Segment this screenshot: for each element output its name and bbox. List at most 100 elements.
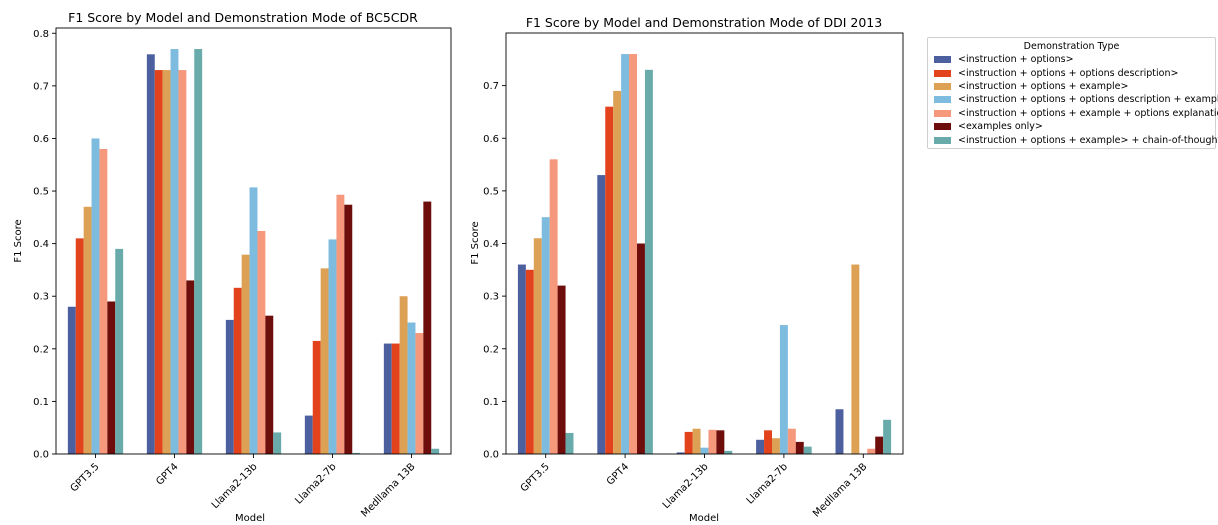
bar [83, 206, 92, 454]
y-tick-label: 0.6 [483, 134, 499, 145]
bar [304, 415, 313, 454]
y-tick-label: 0.3 [483, 292, 499, 303]
bar [328, 239, 337, 454]
y-axis-label: F1 Score [13, 219, 24, 262]
legend-label: <examples only> [958, 121, 1043, 133]
bar [676, 452, 685, 454]
bar [225, 319, 234, 454]
bar [613, 90, 622, 454]
bar [756, 439, 765, 454]
bar [605, 106, 614, 455]
bar [764, 430, 772, 454]
legend-entries: <instruction + options> <instruction + op… [928, 53, 1218, 147]
bar [399, 296, 408, 454]
x-tick-label: Llama2-13b [210, 461, 260, 511]
bar [883, 419, 892, 454]
bar [644, 69, 653, 454]
bar [637, 243, 645, 454]
y-axis-label: F1 Score [470, 221, 481, 264]
legend-label: <instruction + options + example> + chai… [958, 134, 1218, 146]
bar [162, 70, 171, 454]
bar [771, 438, 780, 454]
legend-swatch [934, 56, 951, 64]
legend-item: <instruction + options + example> [928, 80, 1215, 93]
x-tick-label: Medllama 13B [811, 461, 869, 519]
bar [383, 343, 392, 454]
y-tick-label: 0.2 [33, 344, 49, 355]
bar [391, 343, 400, 454]
legend-label: <instruction + options + example + optio… [958, 107, 1218, 119]
x-tick-label: GPT3.5 [69, 461, 102, 494]
x-tick-label: GPT4 [605, 461, 631, 487]
legend-item: <instruction + options + options descrip… [928, 66, 1215, 79]
legend-swatch [934, 123, 951, 131]
bar [692, 428, 701, 454]
bar [557, 285, 566, 454]
bar [779, 325, 788, 454]
bar [415, 333, 424, 454]
legend-swatch [934, 96, 951, 104]
y-axis: 0.0 0.1 0.2 0.3 0.4 0.5 0.6 0.7 0.8 [33, 29, 56, 461]
legend: Demonstration Type <instruction + option… [927, 37, 1218, 149]
bar [170, 49, 179, 454]
bar [629, 54, 638, 455]
legend-swatch [934, 109, 951, 117]
y-tick-label: 0.5 [483, 186, 499, 197]
bar [700, 447, 709, 454]
bars [517, 54, 892, 455]
x-tick-label: GPT3.5 [519, 461, 552, 494]
bar [621, 54, 630, 455]
bar [875, 436, 884, 454]
bar [312, 340, 321, 454]
chart-ddi-2013: F1 Score by Model and Demonstration Mode… [470, 15, 904, 524]
bar [352, 452, 361, 454]
bar [107, 301, 116, 454]
x-axis-label: Model [689, 513, 719, 524]
y-axis: 0.0 0.1 0.2 0.3 0.4 0.5 0.6 0.7 [483, 81, 506, 461]
bars [67, 49, 440, 455]
bar [724, 450, 733, 454]
bar [803, 446, 812, 454]
chart-title: F1 Score by Model and Demonstration Mode… [68, 10, 418, 25]
legend-swatch [934, 136, 951, 144]
bar [795, 441, 804, 454]
bar [91, 138, 100, 454]
bar [233, 287, 242, 454]
bar [431, 448, 440, 454]
bar [708, 429, 717, 454]
legend-label: <instruction + options + options descrip… [958, 67, 1179, 79]
bar [67, 306, 76, 454]
bar [194, 49, 203, 454]
x-axis: GPT3.5 GPT4 Llama2-13b Llama2-7b Medllama 13… [519, 454, 870, 520]
bar [787, 428, 796, 454]
bar [178, 70, 187, 454]
legend-label: <instruction + options + example> [958, 80, 1129, 92]
legend-item: <instruction + options + options descrip… [928, 93, 1218, 106]
bar [541, 217, 550, 454]
bar [75, 238, 84, 454]
y-tick-label: 0.6 [33, 134, 49, 145]
y-tick-label: 0.2 [483, 344, 499, 355]
bar [549, 159, 558, 455]
x-tick-label: Llama2-7b [293, 461, 338, 506]
bar [684, 431, 693, 454]
bar [851, 264, 860, 454]
y-tick-label: 0.1 [483, 397, 499, 408]
bar [517, 264, 526, 454]
legend-item: <instruction + options + example> + chai… [928, 133, 1218, 146]
legend-swatch [934, 82, 951, 90]
bar [716, 430, 725, 454]
y-tick-label: 0.8 [33, 29, 49, 40]
y-tick-label: 0.7 [33, 81, 49, 92]
bar [407, 322, 416, 454]
legend-swatch [934, 69, 951, 77]
bar [320, 268, 329, 454]
x-axis-label: Model [235, 513, 265, 524]
x-tick-label: Llama2-7b [745, 461, 790, 506]
bar [241, 254, 250, 454]
y-tick-label: 0.0 [33, 450, 49, 461]
x-axis: GPT3.5 GPT4 Llama2-13b Llama2-7b Medllama 13… [69, 454, 418, 520]
y-tick-label: 0.4 [483, 239, 499, 250]
y-tick-label: 0.1 [33, 397, 49, 408]
